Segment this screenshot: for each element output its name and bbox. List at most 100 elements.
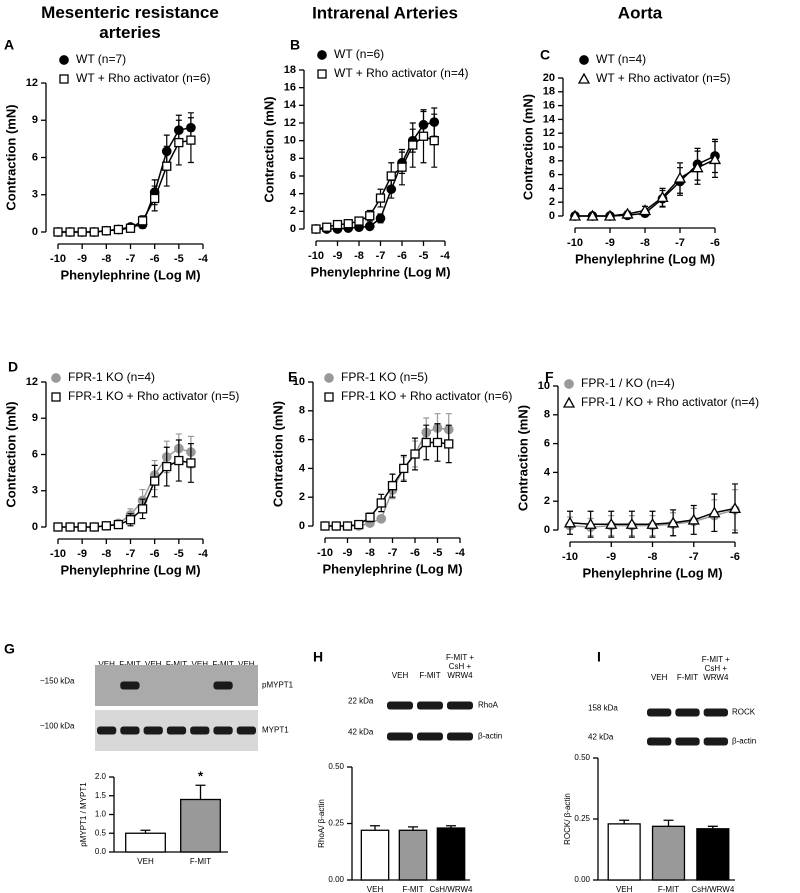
x-tick-label: CsH/WRW4 bbox=[430, 885, 474, 893]
marker bbox=[162, 161, 172, 171]
legend-label: WT + Rho activator (n=5) bbox=[596, 71, 731, 85]
series-line bbox=[325, 441, 449, 527]
legend-label: FPR-1 KO (n=5) bbox=[341, 370, 428, 384]
x-tick-label: -9 bbox=[333, 250, 343, 262]
bar bbox=[180, 798, 221, 853]
legend-label: FPR-1 KO + Rho activator (n=5) bbox=[68, 389, 239, 403]
band-size: 22 kDa bbox=[348, 697, 374, 706]
y-tick-label: 10 bbox=[538, 380, 550, 392]
marker bbox=[53, 522, 63, 532]
legend-marker bbox=[59, 74, 69, 84]
y-tick-label: 12 bbox=[26, 77, 38, 89]
panel-letter: G bbox=[4, 641, 15, 657]
marker bbox=[65, 227, 75, 237]
x-axis-label: Phenylephrine (Log M) bbox=[582, 565, 722, 580]
y-tick-label: 0.00 bbox=[574, 875, 590, 884]
y-tick-label: 12 bbox=[284, 117, 296, 129]
lane-label: VEH bbox=[392, 671, 409, 680]
y-axis-label: ROCK/ β-actin bbox=[563, 793, 572, 845]
series-line bbox=[58, 126, 192, 233]
y-tick-label: 9 bbox=[32, 114, 38, 126]
marker bbox=[365, 211, 375, 221]
panel-letter: D bbox=[8, 359, 18, 375]
y-tick-label: 0 bbox=[549, 210, 555, 222]
y-tick-label: 0.50 bbox=[328, 762, 344, 771]
x-tick-label: -6 bbox=[730, 551, 740, 563]
bar bbox=[436, 827, 466, 881]
y-tick-label: 0 bbox=[32, 521, 38, 533]
legend-marker bbox=[324, 373, 334, 383]
marker bbox=[444, 439, 454, 449]
marker bbox=[584, 517, 597, 529]
marker bbox=[137, 504, 148, 514]
marker bbox=[418, 131, 429, 141]
band-name: RhoA bbox=[478, 701, 499, 710]
x-tick-label: -9 bbox=[77, 548, 87, 560]
x-tick-label: -9 bbox=[77, 253, 87, 265]
y-tick-label: 10 bbox=[293, 376, 305, 388]
y-tick-label: 1.5 bbox=[95, 791, 107, 800]
panel-letter: F bbox=[545, 369, 554, 385]
band-size: 158 kDa bbox=[588, 704, 618, 713]
x-tick-label: -4 bbox=[198, 548, 209, 560]
series-line bbox=[58, 139, 192, 233]
marker bbox=[603, 209, 617, 221]
y-tick-label: 3 bbox=[32, 485, 38, 497]
x-tick-label: -8 bbox=[354, 250, 364, 262]
y-axis-label: pMYPT1 / MYPT1 bbox=[79, 782, 88, 847]
legend-label: FPR-1 KO + Rho activator (n=6) bbox=[341, 389, 512, 403]
x-tick-label: -9 bbox=[606, 551, 616, 563]
marker bbox=[568, 209, 582, 221]
bar bbox=[651, 825, 686, 881]
marker bbox=[376, 498, 386, 508]
y-axis-label: Contraction (mN) bbox=[515, 405, 530, 511]
y-tick-label: 6 bbox=[549, 169, 555, 181]
marker bbox=[646, 517, 659, 529]
y-tick-label: 12 bbox=[543, 127, 555, 139]
marker bbox=[605, 517, 618, 529]
marker bbox=[343, 219, 353, 229]
blot-band bbox=[647, 708, 672, 717]
marker bbox=[354, 216, 364, 226]
panel-letter: C bbox=[540, 47, 550, 63]
y-tick-label: 0.0 bbox=[95, 847, 107, 856]
y-tick-label: 9 bbox=[32, 412, 38, 424]
blot-band bbox=[387, 701, 413, 710]
legend-marker bbox=[317, 50, 327, 60]
marker bbox=[399, 463, 409, 474]
marker bbox=[137, 216, 148, 226]
legend-label: FPR-1 KO (n=4) bbox=[68, 370, 155, 384]
y-axis-label: Contraction (mN) bbox=[270, 401, 285, 507]
x-tick-label: -5 bbox=[174, 253, 184, 265]
x-tick-label: -6 bbox=[397, 250, 407, 262]
y-tick-label: 12 bbox=[26, 376, 38, 388]
x-axis-label: Phenylephrine (Log M) bbox=[60, 562, 200, 577]
x-tick-label: -7 bbox=[675, 237, 685, 249]
y-axis-label: Contraction (mN) bbox=[3, 401, 18, 507]
x-tick-label: -6 bbox=[150, 253, 160, 265]
x-axis-label: Phenylephrine (Log M) bbox=[322, 561, 462, 576]
marker bbox=[342, 521, 353, 531]
x-tick-label: -5 bbox=[174, 548, 184, 560]
legend-marker bbox=[317, 69, 327, 79]
lane-label: VEH bbox=[145, 660, 162, 669]
legend-label: WT (n=6) bbox=[334, 47, 384, 61]
x-tick-label: -4 bbox=[455, 547, 466, 559]
blot-band bbox=[236, 726, 256, 735]
y-tick-label: 6 bbox=[32, 151, 38, 163]
blot-band bbox=[97, 726, 117, 735]
legend-marker bbox=[51, 392, 61, 402]
lane-label: F-MIT + CsH + WRW4 bbox=[446, 653, 474, 680]
y-tick-label: 18 bbox=[543, 86, 555, 98]
marker bbox=[89, 227, 99, 237]
y-tick-label: 18 bbox=[284, 64, 296, 76]
x-tick-label: -8 bbox=[101, 253, 111, 265]
band-size: ~100 kDa bbox=[40, 722, 75, 731]
y-tick-label: 4 bbox=[299, 462, 306, 474]
x-tick-label: -6 bbox=[410, 547, 420, 559]
y-tick-label: 0 bbox=[299, 520, 305, 532]
x-tick-label: -8 bbox=[101, 548, 111, 560]
marker bbox=[656, 191, 669, 203]
x-tick-label: -7 bbox=[689, 551, 699, 563]
x-tick-label: F-MIT bbox=[402, 885, 423, 893]
